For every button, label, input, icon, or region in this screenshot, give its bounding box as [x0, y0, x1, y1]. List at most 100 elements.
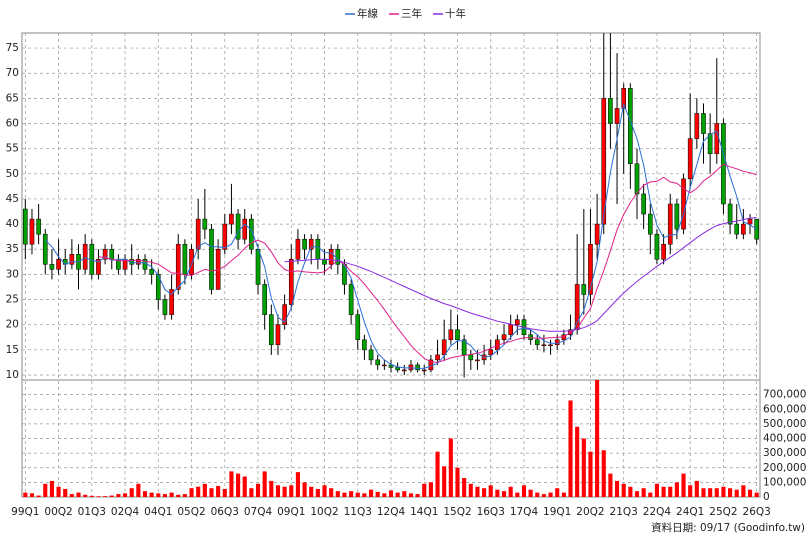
candle-body: [209, 228, 214, 290]
x-tick-label: 26Q3: [743, 506, 771, 518]
volume-bar: [541, 494, 546, 497]
legend-label: 三年: [401, 7, 422, 20]
candle-body: [528, 334, 533, 341]
candle-body: [182, 243, 188, 275]
candle-body: [654, 233, 660, 260]
volume-bar: [315, 488, 320, 497]
candle-body: [608, 98, 613, 124]
candle-body: [282, 304, 287, 325]
candle-body: [581, 284, 587, 295]
volume-bar: [96, 496, 101, 497]
candle-body: [155, 274, 161, 300]
volume-bar: [462, 477, 467, 497]
candle-body: [169, 289, 174, 315]
volume-bar: [608, 473, 613, 497]
volume-bar: [355, 492, 360, 497]
x-tick-label: 20Q2: [576, 506, 604, 518]
y-tick-label: 15: [6, 344, 19, 356]
candle-body: [23, 208, 28, 245]
volume-bar: [209, 488, 214, 497]
x-tick-label: 12Q4: [377, 506, 406, 518]
moving-average-line: [44, 102, 757, 369]
candle-body: [501, 334, 507, 341]
x-tick-label: 04Q1: [144, 506, 172, 518]
volume-bar: [236, 473, 241, 497]
x-tick-label: 09Q1: [277, 506, 305, 518]
volume-bar: [442, 466, 447, 497]
y-tick-label: 30: [6, 268, 19, 280]
volume-bar: [508, 486, 513, 497]
volume-bar: [282, 486, 287, 497]
x-tick-label: 16Q3: [477, 506, 505, 518]
y-tick-label: 55: [6, 143, 19, 155]
candle-body: [435, 354, 440, 361]
volume-bar: [568, 400, 573, 497]
candle-body: [588, 243, 593, 295]
candle-body: [29, 218, 35, 245]
x-tick-label: 00Q2: [44, 506, 72, 518]
volume-bar: [422, 483, 427, 497]
volume-bar: [501, 491, 507, 497]
volume-bar: [76, 492, 81, 497]
candle-body: [421, 369, 427, 372]
volume-bar: [116, 494, 121, 497]
candle-body: [82, 243, 88, 270]
candle-body: [647, 213, 653, 235]
volume-bar: [395, 492, 400, 497]
candle-body: [328, 248, 334, 265]
candle-body: [661, 243, 666, 260]
volume-bar: [721, 486, 726, 497]
candle-body: [694, 113, 700, 139]
volume-bar: [23, 492, 28, 497]
candle-body: [262, 284, 267, 315]
candle-body: [368, 349, 374, 361]
volume-bar: [136, 483, 141, 497]
volume-bar: [103, 496, 108, 497]
volume-bar: [189, 488, 194, 497]
volume-bar: [754, 492, 759, 497]
volume-bar: [614, 480, 620, 497]
volume-bar: [674, 482, 679, 497]
y2-tick-label: 400,000: [763, 433, 806, 445]
x-tick-label: 06Q3: [211, 506, 239, 518]
x-tick-label: 02Q4: [111, 506, 140, 518]
volume-bar: [681, 473, 686, 497]
candle-body: [235, 213, 241, 240]
y2-tick-label: 700,000: [763, 389, 806, 401]
volume-bar: [628, 486, 633, 497]
volume-bar: [428, 482, 433, 497]
candle-body: [242, 218, 248, 240]
x-tick-label: 07Q4: [244, 506, 273, 518]
candle-body: [601, 98, 607, 225]
volume-bar: [222, 488, 227, 497]
candle-body: [727, 203, 733, 225]
volume-bar: [402, 491, 407, 497]
candle-body: [687, 138, 693, 180]
candle-body: [701, 113, 706, 134]
volume-bar: [535, 492, 540, 497]
x-tick-label: 01Q3: [78, 506, 106, 518]
candle-body: [707, 133, 713, 154]
source-note: 資料日期: 09/17 (Goodinfo.tw): [651, 521, 805, 534]
volume-bar: [56, 486, 61, 497]
volume-bar: [648, 492, 653, 497]
volume-bar: [661, 486, 666, 497]
candle-body: [441, 339, 447, 356]
y-tick-label: 25: [6, 294, 19, 306]
y2-tick-label: 100,000: [763, 476, 806, 488]
x-tick-label: 11Q3: [344, 506, 372, 518]
volume-bar: [388, 490, 394, 497]
y-tick-label: 40: [6, 218, 19, 230]
candle-body: [621, 88, 627, 109]
y-tick-label: 70: [6, 67, 19, 79]
candle-body: [475, 359, 480, 362]
candle-body: [42, 233, 48, 265]
volume-bar: [741, 485, 746, 497]
candle-body: [488, 349, 494, 356]
candle-body: [315, 238, 321, 260]
candle-body: [222, 223, 228, 250]
volume-bar: [581, 438, 586, 497]
volume-bar: [49, 480, 54, 497]
volume-bar: [289, 485, 294, 497]
